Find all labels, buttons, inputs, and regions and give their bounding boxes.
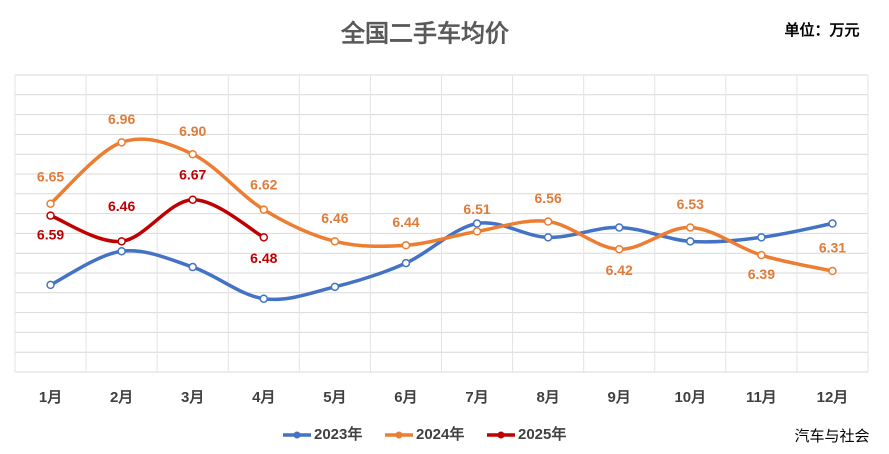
- data-label: 6.44: [392, 214, 419, 230]
- data-label: 6.46: [321, 210, 348, 226]
- data-point: [259, 294, 269, 303]
- data-point: [46, 199, 55, 208]
- data-point: [472, 227, 482, 236]
- data-point: [543, 217, 553, 226]
- x-tick-label: 7月: [465, 389, 488, 406]
- data-label: 6.48: [250, 250, 277, 266]
- data-label: 6.62: [250, 176, 277, 192]
- data-label: 6.51: [463, 201, 490, 217]
- legend-label: 2024年: [416, 425, 464, 443]
- x-tick-label: 8月: [536, 389, 559, 406]
- x-tick-label: 6月: [394, 389, 417, 406]
- unit-label: 单位：万元: [784, 21, 859, 39]
- data-label: 6.46: [108, 198, 135, 214]
- data-point: [117, 138, 126, 147]
- x-tick-label: 2月: [110, 389, 133, 406]
- legend-marker: [395, 431, 403, 439]
- data-point: [188, 262, 197, 272]
- legend-label: 2025年: [518, 425, 566, 443]
- x-tick-label: 4月: [252, 389, 275, 406]
- data-point: [330, 282, 340, 292]
- x-tick-label: 5月: [323, 389, 346, 406]
- x-tick-label: 9月: [608, 389, 631, 406]
- x-tick-label: 10月: [674, 389, 706, 406]
- data-point: [686, 223, 695, 232]
- data-label: 6.65: [37, 168, 64, 184]
- data-point: [757, 250, 766, 260]
- data-point: [46, 280, 55, 290]
- x-tick-label: 11月: [746, 389, 777, 406]
- data-point: [117, 237, 126, 246]
- data-point: [401, 241, 411, 250]
- data-label: 6.59: [37, 226, 64, 242]
- data-point: [330, 237, 340, 246]
- legend-marker: [497, 431, 505, 439]
- series-line: [49, 197, 265, 244]
- data-point: [828, 219, 837, 228]
- data-label: 6.31: [819, 240, 846, 256]
- data-point: [614, 244, 624, 254]
- data-label: 6.39: [748, 266, 775, 282]
- data-point: [46, 211, 55, 220]
- x-tick-label: 3月: [181, 389, 204, 406]
- legend-marker: [293, 431, 301, 439]
- x-tick-label: 1月: [39, 389, 62, 406]
- data-label: 6.90: [179, 123, 206, 139]
- source-label: 汽车与社会: [794, 428, 869, 445]
- data-label: 6.96: [108, 111, 135, 127]
- data-point: [828, 266, 837, 276]
- data-label: 6.67: [179, 166, 206, 182]
- data-label: 6.42: [606, 262, 633, 278]
- data-point: [259, 205, 269, 214]
- data-point: [614, 223, 624, 232]
- data-point: [543, 233, 553, 242]
- data-point: [686, 237, 695, 246]
- data-point: [472, 219, 482, 228]
- data-label: 6.56: [535, 190, 562, 206]
- data-point: [757, 233, 766, 242]
- x-tick-label: 12月: [817, 389, 849, 406]
- data-point: [259, 233, 269, 242]
- data-point: [188, 195, 197, 204]
- data-point: [188, 149, 197, 159]
- data-point: [117, 246, 126, 256]
- data-label: 6.53: [677, 196, 704, 212]
- chart-title: 全国二手车均价: [340, 19, 510, 47]
- data-point: [401, 258, 411, 268]
- legend-label: 2023年: [314, 425, 362, 443]
